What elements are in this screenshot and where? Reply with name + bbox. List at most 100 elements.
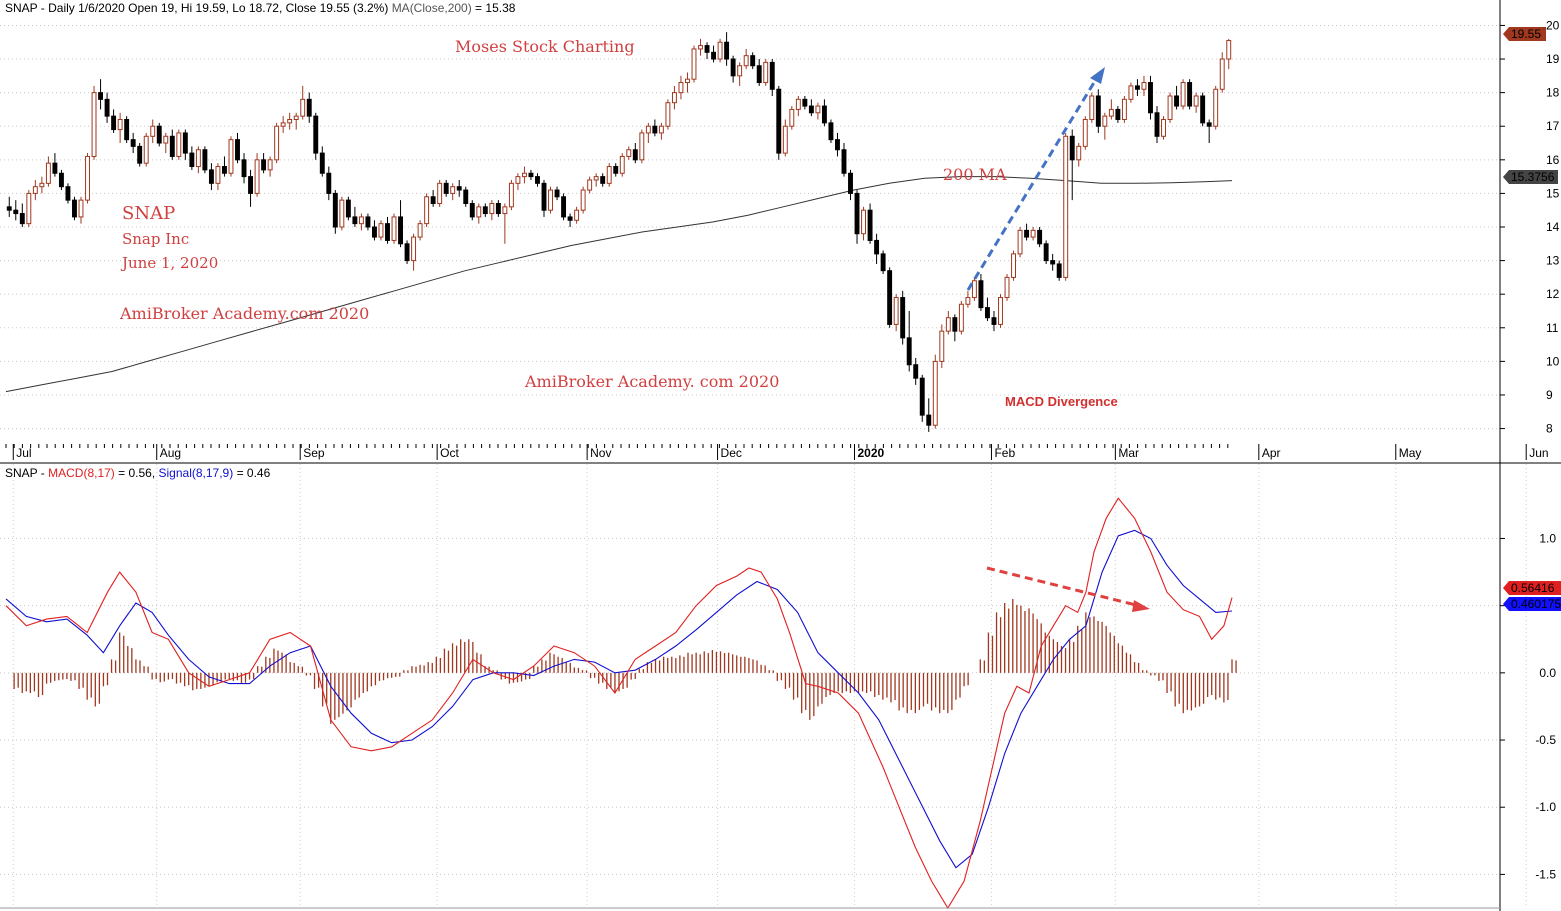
candle xyxy=(639,129,645,164)
price-header: SNAP - Daily 1/6/2020 Open 19, Hi 19.59,… xyxy=(5,1,516,15)
candle xyxy=(156,122,162,147)
annotation-company: Snap Inc xyxy=(122,230,189,248)
candle xyxy=(561,193,567,221)
candlesticks xyxy=(6,32,1232,432)
candle xyxy=(352,206,358,227)
candle xyxy=(215,163,221,191)
candle xyxy=(111,109,117,133)
candle xyxy=(319,146,325,177)
month-label: Dec xyxy=(721,446,742,460)
macd-tick-label: -0.5 xyxy=(1535,733,1556,747)
candle xyxy=(841,143,847,177)
candle xyxy=(554,186,560,201)
price-tick-label: 14 xyxy=(1546,220,1560,234)
candle xyxy=(456,179,462,197)
svg-text:0.460175: 0.460175 xyxy=(1511,597,1561,611)
candle xyxy=(91,85,97,160)
candle xyxy=(626,146,632,160)
candle xyxy=(222,156,227,177)
candle xyxy=(326,166,332,201)
candle xyxy=(645,122,651,144)
macd-histogram xyxy=(13,598,1237,724)
candle xyxy=(926,398,932,432)
candle xyxy=(189,146,195,170)
candle xyxy=(358,213,364,231)
candle xyxy=(939,324,945,369)
annotation-site-2: AmiBroker Academy. com 2020 xyxy=(524,372,779,391)
candle xyxy=(293,112,299,130)
price-tick-label: 9 xyxy=(1546,388,1553,402)
candle xyxy=(835,132,840,157)
candle xyxy=(632,143,638,164)
month-label: 2020 xyxy=(858,446,885,460)
candle xyxy=(1115,106,1121,123)
candle xyxy=(1148,75,1153,120)
candle xyxy=(515,173,521,191)
candle xyxy=(619,153,625,177)
candle xyxy=(1108,99,1114,120)
candle xyxy=(887,267,893,328)
signal-line xyxy=(5,529,1233,869)
candle xyxy=(1043,240,1049,264)
candle xyxy=(724,32,730,66)
candle xyxy=(685,72,690,93)
candle xyxy=(195,146,201,174)
candle xyxy=(508,179,514,211)
candle xyxy=(613,163,619,177)
candle xyxy=(208,163,214,191)
candle xyxy=(1102,112,1108,140)
candle xyxy=(450,183,456,201)
candle xyxy=(163,132,169,154)
candle xyxy=(678,75,684,100)
candle xyxy=(704,42,710,60)
candle xyxy=(593,173,599,187)
candle xyxy=(998,294,1003,328)
candle xyxy=(880,250,886,275)
month-label: May xyxy=(1399,446,1422,460)
candle xyxy=(535,173,540,187)
candle xyxy=(26,190,32,227)
price-tick-label: 10 xyxy=(1546,354,1560,368)
candle xyxy=(919,374,925,422)
candle xyxy=(1213,85,1219,130)
candle xyxy=(1226,38,1232,70)
candle xyxy=(776,85,782,160)
macd-header: SNAP - MACD(8,17) = 0.56, Signal(8,17,9)… xyxy=(5,466,271,480)
candle xyxy=(130,132,136,154)
month-label: Oct xyxy=(440,446,459,460)
candle xyxy=(548,186,553,214)
watermark-moses: Moses Stock Charting xyxy=(455,37,635,56)
candle xyxy=(176,129,182,160)
candle xyxy=(254,153,260,197)
price-tick-label: 11 xyxy=(1546,321,1559,335)
candle xyxy=(287,112,293,130)
candle xyxy=(789,106,795,130)
candle xyxy=(1134,79,1140,96)
candle xyxy=(6,196,12,217)
candle xyxy=(756,59,762,86)
candle xyxy=(769,59,775,96)
candle xyxy=(952,314,958,342)
month-label: Jul xyxy=(16,446,31,460)
candle xyxy=(404,240,410,264)
candle xyxy=(443,179,449,197)
candle xyxy=(124,116,130,144)
candle xyxy=(1180,79,1186,110)
candle xyxy=(652,119,658,137)
candle xyxy=(606,163,612,187)
candle xyxy=(913,358,919,385)
candle xyxy=(854,190,860,244)
candle xyxy=(958,300,964,335)
candle xyxy=(587,176,593,194)
candle xyxy=(274,122,280,164)
candle xyxy=(248,169,254,207)
candle xyxy=(98,79,104,110)
candle xyxy=(671,85,677,110)
candle xyxy=(117,112,123,144)
price-tick-label: 8 xyxy=(1546,422,1553,436)
candle xyxy=(906,310,912,372)
trend-arrow-blue xyxy=(966,67,1105,291)
candle xyxy=(137,143,143,167)
candle xyxy=(72,196,77,221)
annotation-macd-divergence: MACD Divergence xyxy=(1005,394,1118,409)
